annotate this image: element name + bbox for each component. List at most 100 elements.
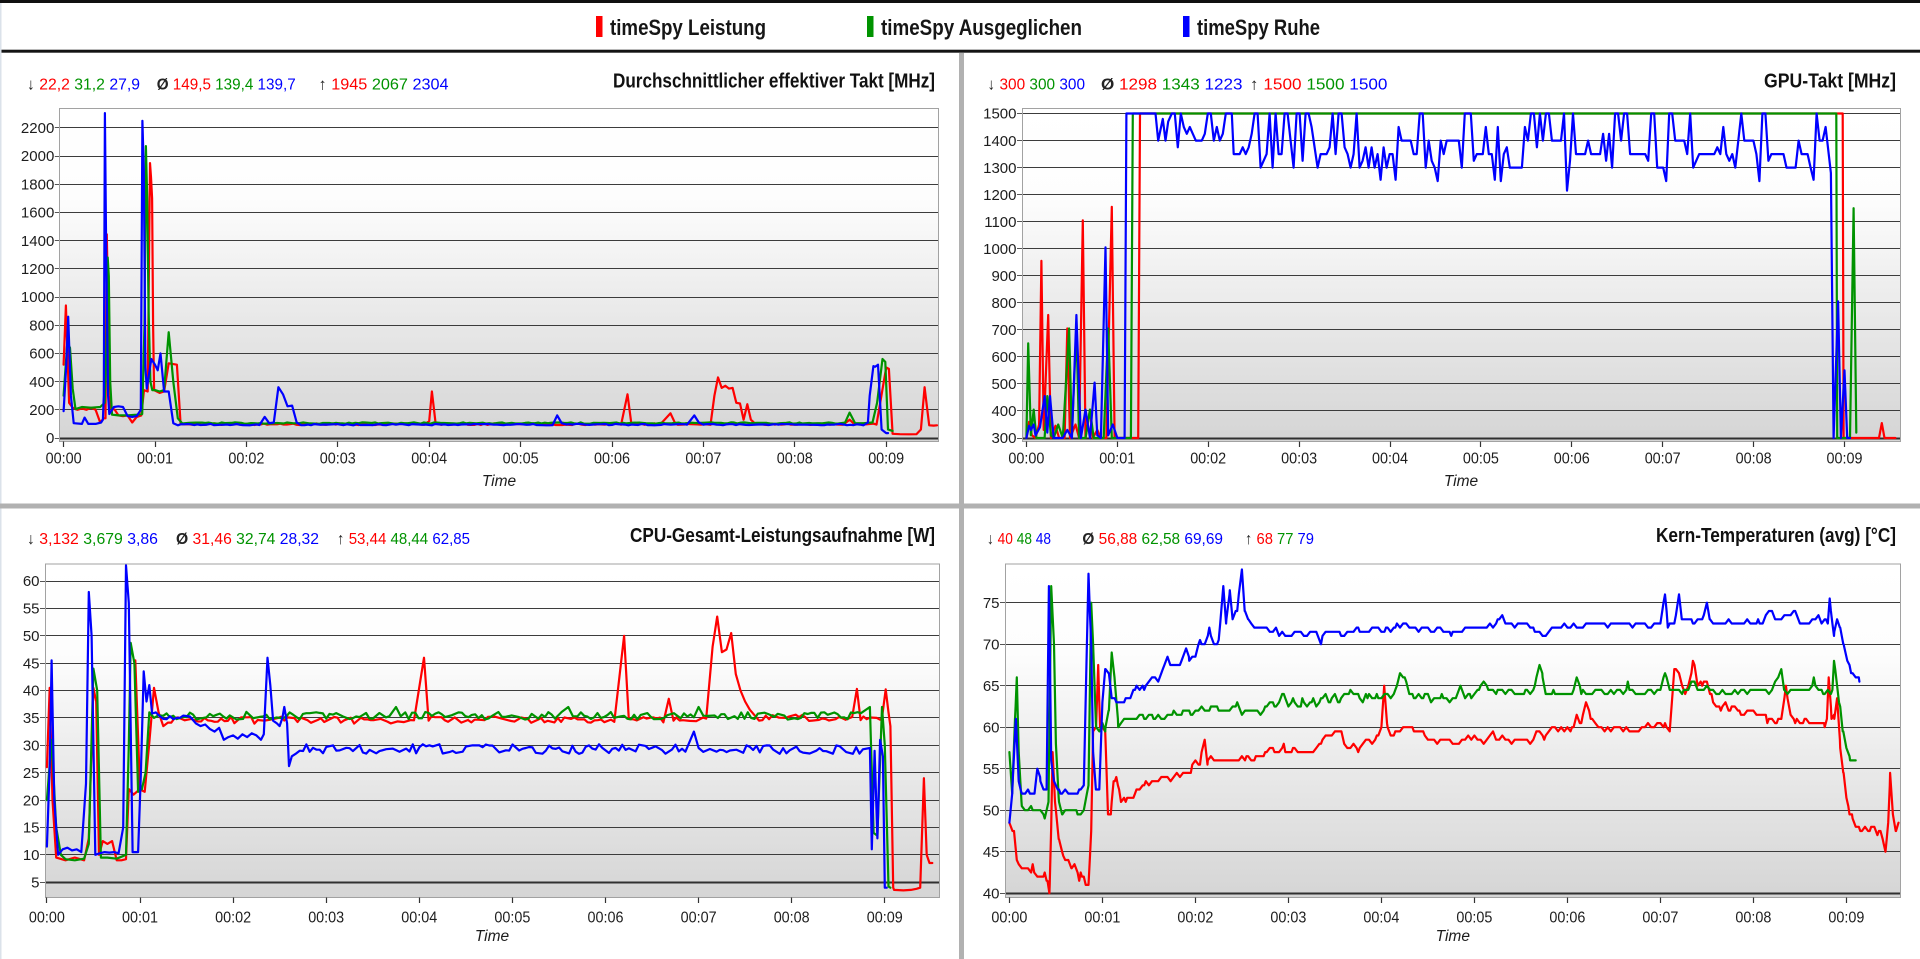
svg-text:00:08: 00:08: [1736, 451, 1772, 468]
svg-text:00:08: 00:08: [774, 910, 810, 927]
svg-text:↑ 1500 1500 1500: ↑ 1500 1500 1500: [1250, 76, 1388, 93]
svg-text:00:07: 00:07: [1645, 451, 1681, 468]
svg-text:00:09: 00:09: [1828, 910, 1864, 927]
svg-text:70: 70: [983, 636, 1000, 653]
svg-text:↓ 22,2 31,2 27,9: ↓ 22,2 31,2 27,9: [27, 76, 140, 93]
svg-text:Durchschnittlicher effektiver: Durchschnittlicher effektiver Takt [MHz]: [613, 71, 935, 93]
svg-text:00:03: 00:03: [320, 451, 356, 468]
svg-text:00:01: 00:01: [137, 451, 173, 468]
svg-text:400: 400: [991, 403, 1016, 420]
svg-text:00:08: 00:08: [777, 451, 813, 468]
svg-text:00:01: 00:01: [1099, 451, 1135, 468]
svg-text:1100: 1100: [984, 214, 1016, 231]
svg-text:00:06: 00:06: [588, 910, 624, 927]
svg-text:20: 20: [23, 792, 40, 809]
svg-text:00:09: 00:09: [868, 451, 904, 468]
svg-text:00:07: 00:07: [685, 451, 721, 468]
svg-text:55: 55: [983, 761, 1000, 778]
svg-text:00:03: 00:03: [308, 910, 344, 927]
svg-text:1200: 1200: [21, 261, 54, 278]
svg-text:00:04: 00:04: [401, 910, 437, 927]
svg-text:400: 400: [29, 374, 54, 391]
svg-text:60: 60: [23, 573, 40, 590]
svg-text:1000: 1000: [21, 289, 54, 306]
svg-text:00:04: 00:04: [1372, 451, 1408, 468]
svg-text:25: 25: [23, 765, 40, 782]
svg-text:00:00: 00:00: [46, 451, 82, 468]
svg-text:GPU-Takt [MHz]: GPU-Takt [MHz]: [1764, 71, 1896, 93]
svg-text:1400: 1400: [983, 133, 1016, 150]
svg-text:00:01: 00:01: [1084, 910, 1120, 927]
svg-text:200: 200: [29, 402, 54, 419]
svg-text:45: 45: [983, 844, 1000, 861]
svg-text:00:09: 00:09: [867, 910, 903, 927]
svg-text:50: 50: [23, 628, 40, 645]
svg-text:Ø 149,5 139,4 139,7: Ø 149,5 139,4 139,7: [157, 76, 296, 93]
svg-text:700: 700: [991, 322, 1016, 339]
svg-text:1500: 1500: [983, 106, 1016, 123]
svg-text:00:03: 00:03: [1270, 910, 1306, 927]
svg-text:50: 50: [983, 802, 1000, 819]
svg-text:800: 800: [29, 317, 54, 334]
svg-text:800: 800: [991, 295, 1016, 312]
svg-text:00:05: 00:05: [1456, 910, 1492, 927]
svg-text:45: 45: [23, 655, 40, 672]
svg-text:00:05: 00:05: [503, 451, 539, 468]
svg-text:00:01: 00:01: [122, 910, 158, 927]
svg-text:00:03: 00:03: [1281, 451, 1317, 468]
svg-text:2200: 2200: [21, 120, 54, 137]
svg-text:35: 35: [23, 710, 40, 727]
svg-text:↓ 300 300 300: ↓ 300 300 300: [988, 76, 1086, 93]
svg-text:00:05: 00:05: [1463, 451, 1499, 468]
svg-text:00:04: 00:04: [1363, 910, 1399, 927]
svg-text:0: 0: [46, 430, 54, 447]
svg-text:Time: Time: [1436, 928, 1471, 945]
svg-text:60: 60: [983, 719, 1000, 736]
svg-text:timeSpy Ruhe: timeSpy Ruhe: [1197, 15, 1320, 40]
svg-text:00:04: 00:04: [411, 451, 447, 468]
svg-text:00:05: 00:05: [494, 910, 530, 927]
svg-text:CPU-Gesamt-Leistungsaufnahme [: CPU-Gesamt-Leistungsaufnahme [W]: [630, 525, 935, 547]
svg-text:00:06: 00:06: [594, 451, 630, 468]
svg-text:Ø 1298 1343 1223: Ø 1298 1343 1223: [1101, 76, 1243, 93]
svg-text:↑ 68 77 79: ↑ 68 77 79: [1245, 531, 1314, 548]
svg-text:00:02: 00:02: [215, 910, 251, 927]
svg-text:500: 500: [991, 376, 1016, 393]
svg-text:1200: 1200: [983, 187, 1016, 204]
svg-text:↑ 53,44 48,44 62,85: ↑ 53,44 48,44 62,85: [337, 531, 470, 548]
svg-text:↑ 1945 2067 2304: ↑ 1945 2067 2304: [319, 76, 449, 93]
svg-text:55: 55: [23, 601, 40, 618]
svg-text:Ø 56,88 62,58 69,69: Ø 56,88 62,58 69,69: [1082, 531, 1223, 548]
svg-text:00:09: 00:09: [1827, 451, 1863, 468]
svg-text:00:06: 00:06: [1549, 910, 1585, 927]
svg-text:00:02: 00:02: [1190, 451, 1226, 468]
svg-text:1400: 1400: [21, 233, 54, 250]
svg-text:Time: Time: [475, 928, 510, 945]
svg-text:Time: Time: [482, 473, 517, 490]
svg-text:600: 600: [991, 349, 1016, 366]
svg-text:↓ 40 48 48: ↓ 40 48 48: [987, 531, 1051, 548]
svg-text:00:00: 00:00: [991, 910, 1027, 927]
svg-text:00:00: 00:00: [1008, 451, 1044, 468]
svg-text:40: 40: [983, 885, 1000, 902]
svg-text:1800: 1800: [21, 176, 54, 193]
svg-text:00:07: 00:07: [1642, 910, 1678, 927]
svg-text:65: 65: [983, 678, 1000, 695]
svg-text:900: 900: [991, 268, 1016, 285]
svg-text:600: 600: [29, 346, 54, 363]
svg-text:Time: Time: [1444, 473, 1479, 490]
svg-text:1600: 1600: [21, 205, 54, 222]
svg-text:5: 5: [31, 874, 39, 891]
svg-text:10: 10: [23, 847, 40, 864]
svg-text:00:00: 00:00: [29, 910, 65, 927]
svg-text:00:02: 00:02: [1177, 910, 1213, 927]
svg-text:2000: 2000: [21, 148, 54, 165]
svg-text:↓ 3,132 3,679 3,86: ↓ 3,132 3,679 3,86: [27, 531, 158, 548]
svg-text:1000: 1000: [983, 241, 1016, 258]
svg-text:15: 15: [23, 820, 40, 837]
svg-text:40: 40: [23, 683, 40, 700]
svg-text:00:07: 00:07: [681, 910, 717, 927]
svg-text:00:02: 00:02: [228, 451, 264, 468]
svg-text:timeSpy Ausgeglichen: timeSpy Ausgeglichen: [881, 15, 1082, 40]
svg-text:00:06: 00:06: [1554, 451, 1590, 468]
